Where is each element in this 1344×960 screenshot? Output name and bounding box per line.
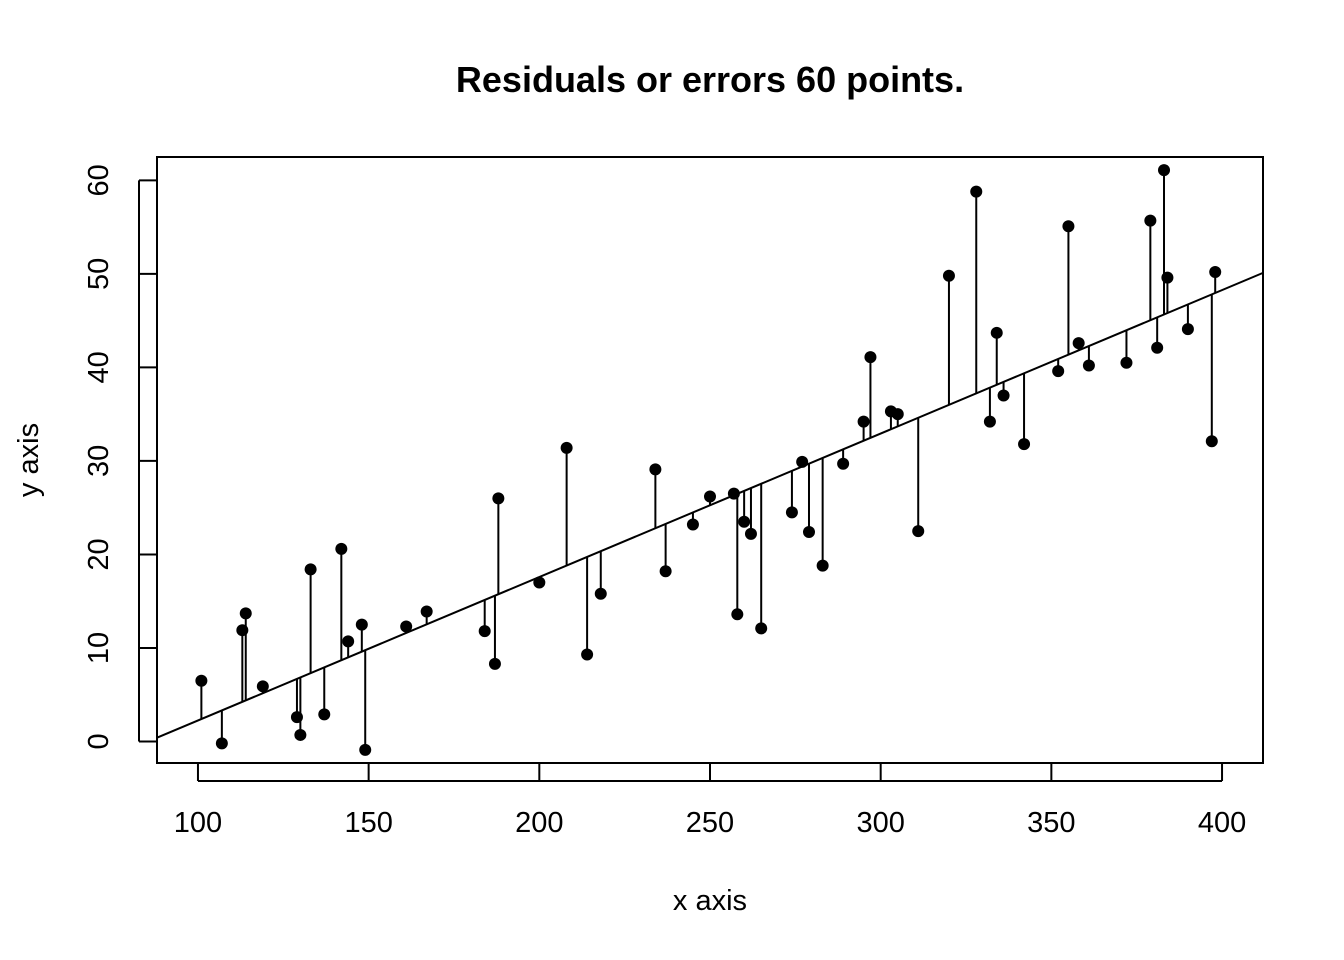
data-point xyxy=(304,563,317,576)
x-tick-label: 150 xyxy=(344,807,392,839)
data-point xyxy=(342,635,355,648)
data-point xyxy=(731,608,744,621)
data-point xyxy=(686,518,699,531)
data-point xyxy=(942,269,955,282)
data-point xyxy=(1072,337,1085,350)
plot-frame xyxy=(156,156,1264,764)
data-point xyxy=(727,487,740,500)
data-point xyxy=(581,648,594,661)
data-point xyxy=(796,455,809,468)
data-point xyxy=(1209,266,1222,279)
y-axis-label: y axis xyxy=(13,423,45,497)
y-axis: 0 10 20 30 40 50 60 xyxy=(83,164,157,750)
data-point xyxy=(1161,271,1174,284)
x-tick-label: 300 xyxy=(856,807,904,839)
data-point xyxy=(659,565,672,578)
data-points xyxy=(195,164,1222,756)
data-point xyxy=(290,711,303,724)
data-point xyxy=(802,526,815,539)
data-point xyxy=(1181,323,1194,336)
data-point xyxy=(492,492,505,505)
data-point xyxy=(294,728,307,741)
data-point xyxy=(864,351,877,364)
data-point xyxy=(335,542,348,555)
data-point xyxy=(1158,164,1171,177)
data-point xyxy=(704,490,716,503)
data-point xyxy=(256,680,269,693)
data-point xyxy=(1082,359,1095,372)
data-point xyxy=(239,607,252,620)
data-point xyxy=(983,415,996,428)
data-point xyxy=(649,463,662,476)
data-point xyxy=(420,605,433,618)
data-point xyxy=(990,326,1003,339)
y-tick-label: 20 xyxy=(83,538,115,570)
data-point xyxy=(837,457,850,470)
x-tick-label: 100 xyxy=(174,807,222,839)
x-axis: 100 150 200 250 300 350 400 xyxy=(174,763,1246,839)
residual-lines xyxy=(200,170,1217,750)
y-tick-label: 30 xyxy=(83,445,115,477)
data-point xyxy=(478,625,491,638)
data-point xyxy=(755,622,768,635)
data-point xyxy=(857,415,870,428)
data-point xyxy=(1052,365,1065,378)
y-tick-label: 60 xyxy=(83,164,115,196)
x-axis-label: x axis xyxy=(673,885,747,917)
data-point xyxy=(359,743,372,756)
data-point xyxy=(318,708,331,721)
x-tick-label: 400 xyxy=(1198,807,1246,839)
data-point xyxy=(236,624,249,637)
data-point xyxy=(912,525,925,538)
x-tick-label: 350 xyxy=(1027,807,1075,839)
data-point xyxy=(1062,220,1075,233)
y-tick-label: 40 xyxy=(83,351,115,383)
data-point xyxy=(1120,356,1133,369)
data-point xyxy=(785,506,798,519)
data-point xyxy=(1144,214,1157,227)
data-point xyxy=(738,515,751,528)
data-point xyxy=(215,737,228,750)
data-point xyxy=(533,576,546,589)
data-point xyxy=(594,587,607,600)
x-tick-label: 200 xyxy=(515,807,563,839)
data-point xyxy=(195,674,208,687)
data-point xyxy=(355,618,368,631)
data-point xyxy=(1205,435,1218,448)
y-tick-label: 0 xyxy=(83,733,115,749)
data-point xyxy=(488,657,501,670)
x-tick-label: 250 xyxy=(686,807,734,839)
data-point xyxy=(744,527,757,540)
data-point xyxy=(997,389,1010,402)
data-point xyxy=(1018,438,1031,451)
y-tick-label: 50 xyxy=(83,258,115,290)
data-point xyxy=(816,559,829,572)
data-point xyxy=(560,441,573,454)
regression-line xyxy=(156,271,1264,739)
chart-title: Residuals or errors 60 points. xyxy=(456,59,964,100)
data-point xyxy=(970,185,983,198)
y-tick-label: 10 xyxy=(83,632,115,664)
data-point xyxy=(891,408,904,421)
data-point xyxy=(1151,341,1164,354)
data-point xyxy=(400,620,413,633)
